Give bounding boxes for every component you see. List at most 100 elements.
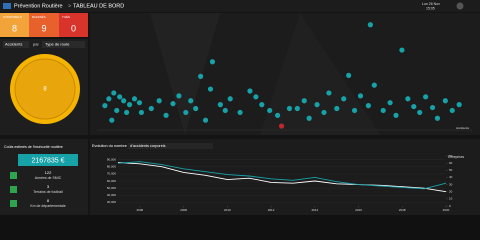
scatter-point — [294, 105, 300, 112]
scatter-point — [138, 109, 145, 116]
scatter-point — [411, 103, 417, 110]
scatter-point — [114, 107, 120, 114]
line-series — [117, 161, 447, 193]
scatter-point — [387, 100, 393, 106]
x-tick-label: 2010 — [224, 208, 231, 212]
scatter-point — [367, 22, 373, 28]
x-axis-label: Accidents — [456, 126, 470, 130]
scatter-point — [380, 107, 386, 114]
scatter-point — [267, 107, 273, 114]
scatter-point — [126, 102, 133, 108]
kpi-value: 0 — [71, 23, 76, 33]
cost-item-value: 3 — [47, 184, 50, 189]
y-tick-label: 30,000 — [107, 200, 117, 204]
brand: Prévention Routière — [14, 3, 63, 9]
scatter-point — [183, 109, 189, 116]
dimension-select[interactable] — [42, 41, 85, 48]
costs-amount: 2167835 € — [31, 157, 64, 164]
line-selector[interactable] — [128, 143, 213, 149]
scatter-point — [417, 109, 423, 116]
scatter-point — [326, 90, 332, 96]
scatter-point — [449, 107, 455, 114]
y2-tick-label: 70 — [449, 154, 453, 158]
scatter-point — [442, 98, 448, 104]
cost-item-label: Terrains de football — [33, 190, 63, 194]
y-tick-label: 90,000 — [107, 157, 117, 161]
costs-title: Coûts estimés de l'insécurité routière — [4, 145, 63, 149]
y2-tick-label: 40 — [449, 175, 453, 179]
cost-item-label: Années de SMIC — [35, 176, 62, 180]
kpi-box — [59, 13, 88, 37]
scatter-point — [334, 105, 340, 112]
scatter-point — [209, 59, 216, 65]
line-selector-text: d'accidents corporels — [130, 144, 166, 148]
scatter-point — [357, 93, 364, 99]
scatter-point — [227, 96, 233, 102]
scatter-point — [456, 102, 462, 108]
scatter-point — [274, 112, 281, 118]
scatter-point — [278, 123, 285, 129]
scatter-point — [163, 112, 169, 118]
scatter-point — [176, 93, 182, 99]
scatter-point — [321, 109, 327, 116]
gauge-fill — [14, 58, 76, 120]
icon — [10, 172, 17, 179]
top-bar — [0, 0, 480, 12]
x-tick-label: 2006 — [137, 208, 144, 212]
x-tick-label: 2020 — [443, 208, 450, 212]
cost-item-value: 122 — [45, 170, 52, 175]
line-panel — [90, 139, 480, 215]
x-tick-label: 2008 — [180, 208, 187, 212]
scatter-point — [393, 112, 399, 118]
scatter-point — [109, 117, 115, 123]
y-tick-label: 60,000 — [107, 179, 117, 183]
kpi-box — [29, 13, 59, 37]
measure-select-text: Accidents — [5, 42, 22, 47]
scatter-point — [102, 103, 108, 109]
kpi-value: 8 — [12, 23, 17, 33]
scatter-point — [124, 109, 130, 116]
scatter-point — [202, 117, 209, 123]
scatter-point — [429, 104, 436, 111]
x-tick-label: 2018 — [399, 208, 406, 212]
y-tick-label: 50,000 — [107, 186, 117, 190]
y2-tick-label: 50 — [449, 168, 453, 172]
y-tick-label: 80,000 — [107, 165, 117, 169]
measure-select[interactable] — [3, 41, 29, 48]
scatter-point — [286, 105, 293, 112]
y-tick-label: 40,000 — [107, 193, 117, 197]
y2-tick-label: 10 — [449, 197, 453, 201]
x-tick-label: 2016 — [355, 208, 362, 212]
date: Lun 26 Nov — [422, 2, 440, 6]
scatter-point — [121, 98, 127, 104]
scatter-point — [259, 102, 265, 108]
user-avatar[interactable] — [456, 2, 464, 10]
scatter-point — [399, 47, 405, 53]
decor — [150, 13, 220, 135]
costs-amount-box — [18, 154, 78, 166]
y2-tick-label: 30 — [449, 182, 453, 186]
kpi-value: 9 — [41, 23, 46, 33]
time: 15:05 — [426, 6, 435, 10]
scatter-point — [371, 82, 377, 88]
line-series — [117, 161, 447, 190]
scatter-point — [301, 98, 307, 104]
cost-item-label: Km de départementale — [30, 204, 65, 208]
scatter-point — [365, 103, 371, 109]
y2-tick-label: 20 — [449, 190, 453, 194]
page-title: TABLEAU DE BORD — [73, 3, 124, 9]
scatter-point — [434, 115, 441, 121]
y2-axis-label: Entreprises — [448, 155, 465, 159]
scatter-point — [351, 107, 358, 114]
decor — [260, 13, 380, 135]
scatter-point — [117, 94, 123, 100]
scatter-point — [341, 96, 347, 102]
icon — [10, 200, 17, 207]
scatter-point — [314, 102, 320, 108]
scatter-point — [207, 86, 214, 92]
scatter-point — [346, 72, 352, 79]
icon — [10, 186, 17, 193]
scatter-point — [198, 73, 204, 79]
cost-item-value: 8 — [47, 198, 50, 203]
by-label: par — [33, 42, 39, 47]
